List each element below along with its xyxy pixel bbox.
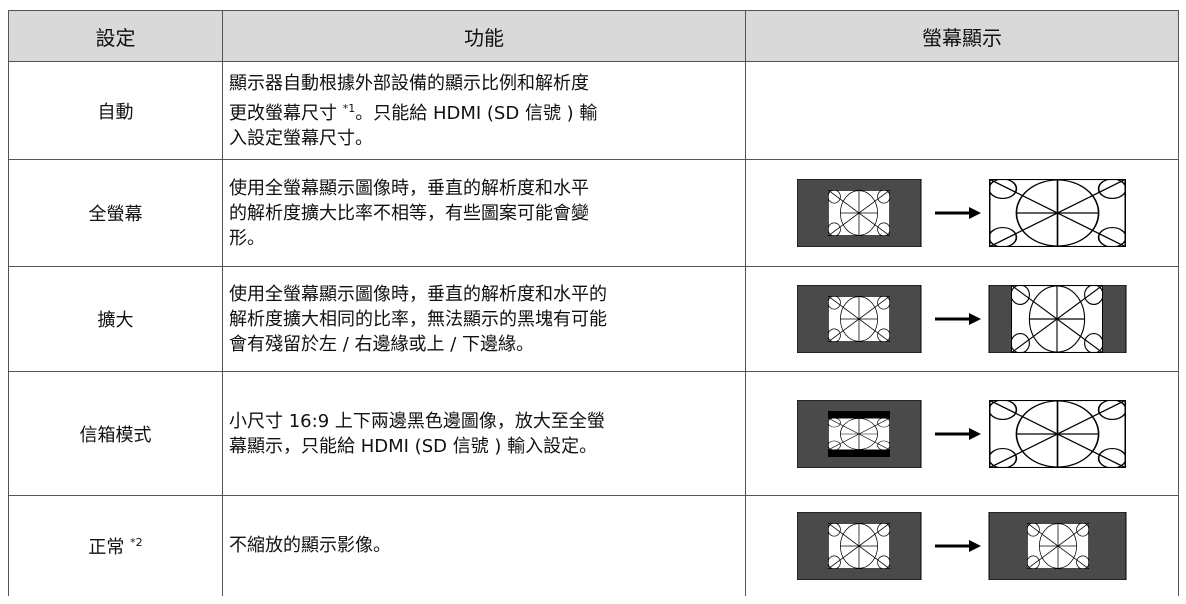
text: 的解析度擴大比率不相等，有些圖案可能會變: [229, 202, 589, 224]
function: 小尺寸 16:9 上下兩邊黑色邊圖像，放大至全螢 幕顯示，只能給 HDMI (SD…: [222, 371, 746, 496]
display-cell: [745, 371, 1179, 496]
text: 小尺寸 16:9 上下兩邊黑色邊圖像，放大至全螢: [229, 410, 605, 432]
footnote: *2: [130, 535, 143, 549]
text: 幕顯示，只能給 HDMI (SD 信號 ) 輸入設定。: [229, 435, 598, 457]
function: 使用全螢幕顯示圖像時，垂直的解析度和水平 的解析度擴大比率不相等，有些圖案可能會變…: [222, 159, 746, 267]
text: 使用全螢幕顯示圖像時，垂直的解析度和水平的: [229, 283, 607, 305]
text: 入設定螢幕尺寸。: [229, 127, 373, 149]
header-cell: 設定: [8, 10, 223, 62]
header-cell: 螢幕顯示: [745, 10, 1179, 62]
setting: 自動: [8, 61, 223, 160]
row: 擴大 使用全螢幕顯示圖像時，垂直的解析度和水平的 解析度擴大相同的比率，無法顯示的…: [8, 266, 1179, 372]
text: 不縮放的顯示影像。: [229, 535, 391, 557]
display-cell: [745, 61, 1179, 160]
display-cell: [745, 495, 1179, 596]
text: 顯示器自動根據外部設備的顯示比例和解析度: [229, 72, 589, 94]
display-cell: [745, 159, 1179, 267]
function: 顯示器自動根據外部設備的顯示比例和解析度 更改螢幕尺寸 *1。只能給 HDMI (…: [222, 61, 746, 160]
illustration: [797, 179, 1126, 247]
setting: 擴大: [8, 266, 223, 372]
text: 會有殘留於左 / 右邊緣或上 / 下邊緣。: [229, 333, 535, 355]
row: 正常 *2 不縮放的顯示影像。: [8, 495, 1179, 596]
illustration: [797, 511, 1127, 580]
illustration: [797, 285, 1127, 353]
settings-table: 設定 功能 螢幕顯示 自動 顯示器自動根據外部設備的顯示比例和解析度 更改螢幕尺寸…: [8, 10, 1179, 596]
text: 形。: [229, 227, 265, 249]
setting: 正常 *2: [8, 495, 223, 596]
row: 全螢幕 使用全螢幕顯示圖像時，垂直的解析度和水平 的解析度擴大比率不相等，有些圖案…: [8, 159, 1179, 267]
display-cell: [745, 266, 1179, 372]
function: 使用全螢幕顯示圖像時，垂直的解析度和水平的 解析度擴大相同的比率，無法顯示的黑塊有…: [222, 266, 746, 372]
text: 更改螢幕尺寸: [229, 102, 343, 124]
header-cell: 功能: [222, 10, 746, 62]
row: 信箱模式 小尺寸 16:9 上下兩邊黑色邊圖像，放大至全螢 幕顯示，只能給 HDM…: [8, 371, 1179, 496]
setting: 全螢幕: [8, 159, 223, 267]
footnote: *1: [342, 101, 356, 115]
text: 解析度擴大相同的比率，無法顯示的黑塊有可能: [229, 308, 607, 330]
function: 不縮放的顯示影像。: [222, 495, 746, 596]
setting: 信箱模式: [8, 371, 223, 496]
text: 正常: [88, 536, 131, 558]
row: 自動 顯示器自動根據外部設備的顯示比例和解析度 更改螢幕尺寸 *1。只能給 HDM…: [8, 61, 1179, 160]
illustration: [797, 399, 1126, 468]
text: 使用全螢幕顯示圖像時，垂直的解析度和水平: [229, 177, 589, 199]
header-row: 設定 功能 螢幕顯示: [8, 10, 1179, 62]
text: 。只能給 HDMI (SD 信號 ) 輸: [355, 102, 598, 124]
